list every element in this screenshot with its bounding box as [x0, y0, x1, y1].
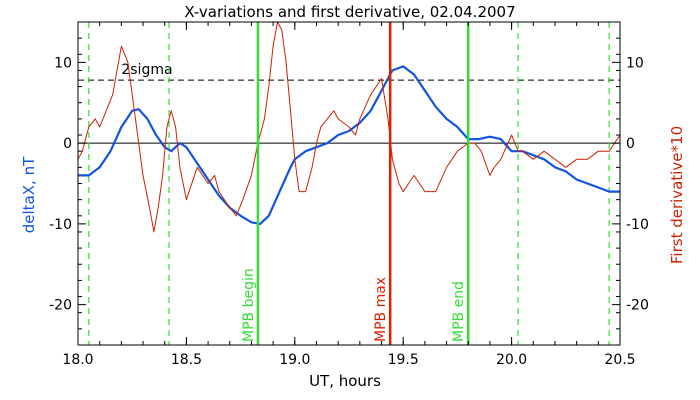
marker-mpb-end-label: MPB end — [451, 281, 467, 342]
x-tick-label-2: 18.5 — [171, 352, 202, 368]
x-axis-title: UT, hours — [309, 372, 381, 390]
plot-area: 2sigma MPB begin MPB max MPB end 18.0 18.5 19.… — [49, 21, 649, 368]
y-tick-label-right-1: -20 — [626, 298, 649, 314]
x-tick-label-6: 20.5 — [604, 352, 635, 368]
y-tick-label-right-3: 0 — [626, 136, 635, 152]
y-tick-label-left-4: 10 — [54, 55, 72, 71]
y-tick-label-left-1: -20 — [49, 298, 72, 314]
x-tick-label-1: 18.0 — [62, 352, 93, 368]
x-tick-label-3: 19.0 — [279, 352, 310, 368]
y-tick-label-left-3: 0 — [63, 136, 72, 152]
threshold-label: 2sigma — [121, 62, 172, 78]
marker-mpb-begin-label: MPB begin — [241, 268, 257, 342]
y-axis-title-right: First derivative*10 — [668, 126, 686, 264]
series-deltax-line — [78, 65, 620, 225]
marker-mpb-max-label: MPB max — [373, 277, 389, 342]
series-derivative-line — [77, 21, 621, 233]
y-tick-label-right-2: -10 — [626, 217, 649, 233]
y-tick-label-right-4: 10 — [626, 55, 644, 71]
x-tick-label-4: 19.5 — [388, 352, 419, 368]
y-axis-title-left: deltaX, nT — [20, 156, 38, 233]
x-tick-label-5: 20.0 — [496, 352, 527, 368]
y-tick-label-left-2: -10 — [49, 217, 72, 233]
chart-title: X-variations and first derivative, 02.04… — [184, 3, 515, 21]
